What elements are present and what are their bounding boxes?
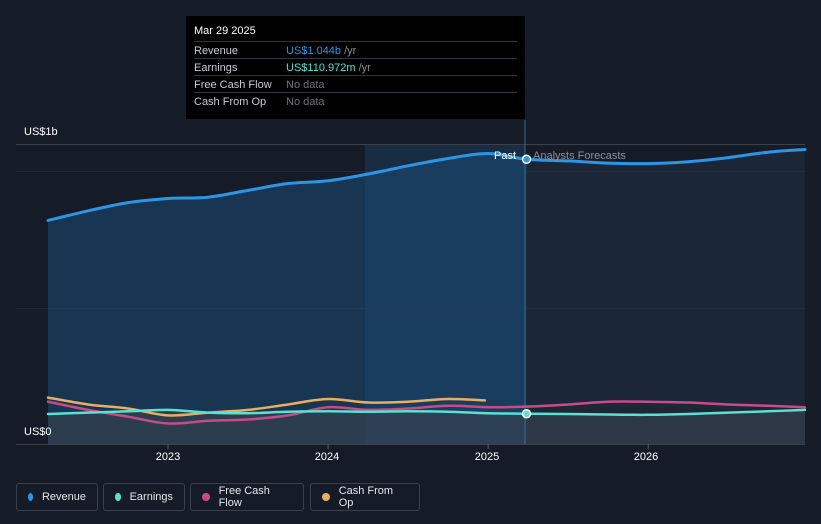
tooltip-value: No data: [286, 79, 325, 91]
series-line-cash-from-op: [46, 396, 487, 417]
tooltip-label: Revenue: [194, 45, 239, 57]
tooltip-label: Earnings: [194, 62, 238, 74]
forecast-label: Analysts Forecasts: [533, 150, 626, 162]
revenue-area-layer: [48, 149, 805, 444]
earnings-area: [48, 409, 805, 444]
series-line-revenue: [46, 148, 807, 222]
legend-label: Revenue: [41, 491, 86, 503]
x-tick-label: 2023: [155, 451, 181, 463]
legend-label: Cash From Op: [338, 485, 394, 509]
legend-revenue[interactable]: Revenue: [16, 483, 98, 511]
data-tooltip: Mar 29 2025 Revenue US$1.044b /yr Earnin…: [186, 16, 525, 119]
tooltip-suffix: /yr: [355, 62, 371, 74]
tooltip-date: Mar 29 2025: [194, 25, 256, 37]
series-layer: [46, 148, 807, 425]
cash-from-op-dot-icon: [322, 493, 330, 501]
tooltip-row-earnings: Earnings US$110.972m /yr: [194, 58, 517, 75]
series-line-free-cash-flow: [46, 400, 807, 425]
series-line-earnings: [46, 408, 807, 417]
tooltip-row-revenue: Revenue US$1.044b /yr: [194, 41, 517, 58]
earnings-dot-icon: [115, 493, 121, 501]
tooltip-value: No data: [286, 96, 325, 108]
tooltip-row-free-cash-flow: Free Cash Flow No data: [194, 75, 517, 92]
revenue-dot-icon: [28, 493, 33, 501]
tooltip-value: US$1.044b: [286, 45, 342, 57]
y-axis-bottom-label: US$0: [24, 426, 52, 438]
legend-cash-from-op[interactable]: Cash From Op: [310, 483, 420, 511]
tooltip-label: Free Cash Flow: [194, 79, 272, 91]
x-tick-label: 2026: [633, 451, 659, 463]
legend-label: Earnings: [129, 491, 173, 503]
x-tick-label: 2025: [474, 451, 500, 463]
tooltip-suffix: /yr: [341, 45, 357, 57]
tooltip-row-cash-from-op: Cash From Op No data: [194, 92, 517, 109]
y-axis-top-label: US$1b: [24, 126, 58, 138]
past-label: Past: [494, 150, 517, 162]
legend-free-cash-flow[interactable]: Free Cash Flow: [190, 483, 304, 511]
tooltip-value: US$110.972m: [286, 62, 356, 74]
tick-layer: [167, 444, 649, 449]
free-cash-flow-dot-icon: [202, 493, 210, 501]
revenue-area-past: [48, 153, 527, 444]
legend-earnings[interactable]: Earnings: [103, 483, 185, 511]
x-tick-label: 2024: [314, 451, 340, 463]
legend-label: Free Cash Flow: [218, 485, 270, 509]
revenue-marker[interactable]: [521, 154, 532, 165]
revenue-area-forecast: [526, 149, 805, 444]
tooltip-label: Cash From Op: [194, 96, 267, 108]
earnings-marker[interactable]: [521, 408, 532, 419]
